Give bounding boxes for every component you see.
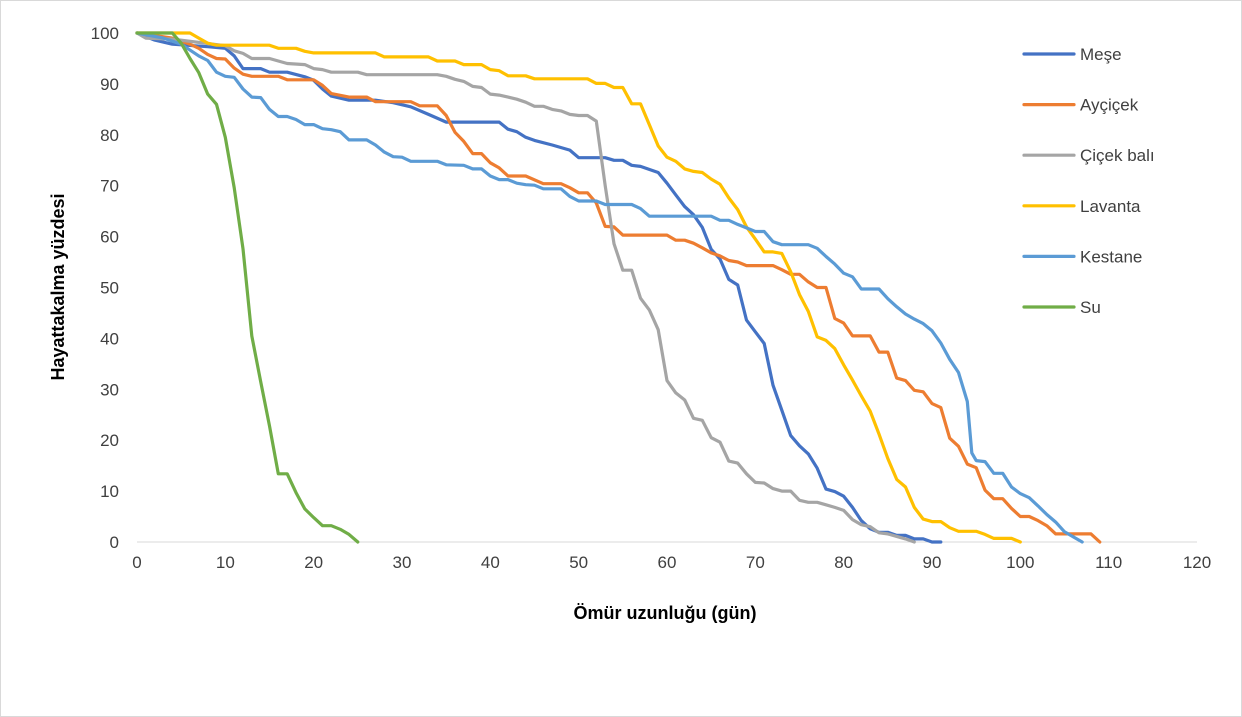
series-line-su [135,31,360,544]
legend-label: Kestane [1080,247,1142,266]
x-axis-title: Ömür uzunluğu (gün) [574,603,757,623]
x-tick-label: 10 [216,553,235,572]
y-tick-label: 40 [100,329,119,348]
x-tick-label: 40 [481,553,500,572]
x-tick-label: 60 [658,553,677,572]
legend-label: Ayçiçek [1080,96,1139,115]
y-tick-label: 0 [110,533,119,552]
y-tick-label: 20 [100,431,119,450]
x-tick-label: 70 [746,553,765,572]
x-tick-label: 100 [1006,553,1034,572]
y-tick-label: 80 [100,126,119,145]
x-tick-label: 80 [834,553,853,572]
y-tick-label: 90 [100,75,119,94]
series-line-meşe [135,31,943,544]
series-line-lavanta [135,31,1022,544]
x-tick-label: 90 [923,553,942,572]
legend-label: Meşe [1080,45,1122,64]
y-tick-label: 60 [100,228,119,247]
legend-label: Su [1080,298,1101,317]
legend-label: Çiçek balı [1080,146,1155,165]
series-layer [135,31,1102,544]
series-line-kestane [135,31,1084,544]
x-tick-label: 0 [132,553,141,572]
x-tick-label: 120 [1183,553,1211,572]
legend: Meşe Ayçiçek Çiçek balı Lavanta Kestane Su [1022,45,1155,317]
y-tick-label: 70 [100,177,119,196]
axes-layer: 0 10 20 30 40 50 60 70 80 90 100 110 120 0 10 20 30 40 50 6… [91,24,1212,572]
x-tick-label: 110 [1095,553,1122,572]
x-tick-label: 50 [569,553,588,572]
y-axis-title: Hayattakalma yüzdesi [48,193,68,380]
y-tick-label: 30 [100,380,119,399]
series-line-ayçiçek [135,31,1102,544]
legend-label: Lavanta [1080,197,1141,216]
x-tick-label: 30 [393,553,412,572]
y-tick-label: 10 [100,482,119,501]
y-tick-label: 50 [100,279,119,298]
x-tick-label: 20 [304,553,323,572]
y-tick-label: 100 [91,24,119,43]
series-line-çiçek-balı [135,31,916,544]
